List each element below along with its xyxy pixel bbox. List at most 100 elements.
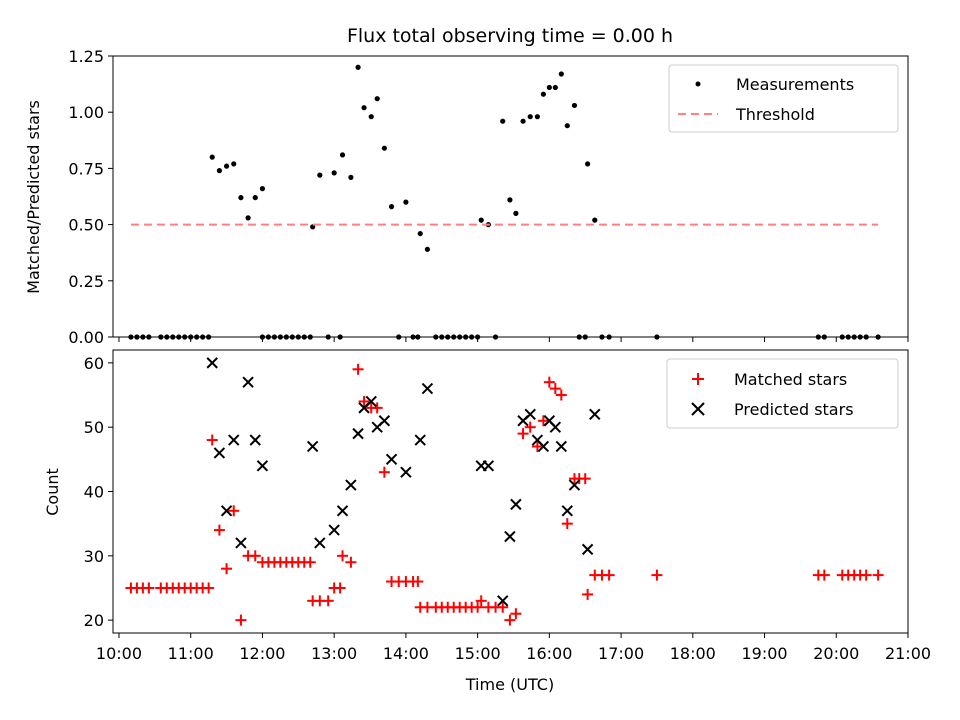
matched-star-point [524,421,536,433]
matched-star-point [304,556,316,568]
measurement-point [259,186,266,192]
predicted-star-point [306,440,319,453]
count-panel: Count Time (UTC) 20 30 40 50 60 10:00 11:00 12… [43,349,931,694]
matched-star-point [352,363,364,375]
matched-star-point [206,434,218,446]
y-tick-label: 0.00 [68,328,104,347]
measurement-point [317,172,323,178]
predicted-star-point [510,498,522,511]
measurement-point [520,118,526,124]
measurement-point [245,215,251,221]
x-tick-label: 15:00 [455,644,501,663]
matched-star-point [537,415,549,427]
x-tick-label: 17:00 [598,644,644,663]
measurement-point [564,123,570,129]
measurement-point [478,217,484,223]
matched-star-point [531,440,543,452]
x-tick-label: 19:00 [741,644,787,663]
measurement-point [534,114,540,120]
matched-star-point [228,505,240,517]
measurement-point [355,64,361,70]
x-tick-label: 16:00 [526,644,572,663]
measurement-point [368,114,374,120]
matched-star-point [203,582,215,594]
measurement-point [527,114,533,120]
matched-star-point [497,601,509,613]
matched-star-point [143,582,155,594]
matched-star-point [504,614,516,626]
y-tick-label: 30 [84,547,104,566]
measurement-point [381,145,387,151]
predicted-star-point [242,376,254,388]
matched-star-point [334,582,346,594]
x-tick-label: 10:00 [96,644,142,663]
matched-star-point [235,614,247,626]
measurement-point [238,195,244,201]
predicted-star-point [504,530,516,543]
measurement-point [331,170,337,176]
predicted-star-point [256,460,269,472]
measurement-point [388,204,395,210]
measurement-point [571,102,578,109]
matched-star-point [345,556,357,568]
predicted-star-point [378,415,391,427]
predicted-star-point [228,434,240,446]
predicted-star-point [206,357,218,369]
predicted-star-point [385,453,398,466]
measurement-point [209,154,215,160]
legend-matched-marker [692,373,704,385]
predicted-star-point [568,479,581,491]
measurement-point [552,84,558,91]
predicted-star-point [524,408,536,421]
x-tick-label: 14:00 [383,644,429,663]
y-tick-label: 1.25 [68,47,104,66]
matched-star-point [378,466,390,478]
matched-star-point [860,569,872,581]
x-tick-label: 20:00 [813,644,859,663]
predicted-star-point [589,408,601,421]
measurement-point [339,152,346,158]
matched-star-point [549,383,561,395]
predicted-star-point [555,440,568,453]
measurement-point [252,195,258,201]
x-tick-label: 11:00 [168,644,214,663]
measurement-point [500,118,506,124]
chart-title: Flux total observing time = 0.00 h [347,25,673,47]
measurement-point [216,168,222,174]
predicted-star-point [482,460,495,472]
ratio-legend-box [668,64,899,133]
matched-star-point [249,550,261,562]
legend-threshold-label: Threshold [735,105,815,124]
measurement-point [592,217,598,223]
ratio-panel: Flux total observing time = 0.00 h Match… [24,25,909,347]
matched-star-point [371,402,383,414]
x-tick-label: 12:00 [239,644,285,663]
matched-star-point [475,595,487,607]
predicted-star-point [497,595,509,607]
matched-star-point [555,389,567,401]
predicted-star-point [561,505,573,517]
ratio-legend: Measurements Threshold [668,64,899,133]
y-tick-label: 40 [84,483,104,502]
predicted-star-point [537,440,550,453]
legend-measurements-label: Measurements [736,75,854,94]
measurement-point [546,84,552,91]
matched-star-point [561,518,573,530]
measurement-point [540,91,546,97]
legend-measurements-marker [695,81,701,87]
measurement-point [348,174,354,180]
count-legend: Matched stars Predicted stars [666,358,899,429]
predicted-star-point [314,537,326,549]
measurement-point [231,161,237,167]
x-tick-label: 13:00 [311,644,357,663]
matched-star-point [322,595,334,607]
predicted-star-point [345,479,357,491]
y-tick-label: 0.50 [68,216,104,235]
matched-star-point [579,473,591,485]
matched-star-point [582,588,594,600]
matched-star-point [872,569,884,581]
matched-star-point [517,428,529,440]
measurement-point [403,199,409,205]
matched-star-point [651,569,663,581]
